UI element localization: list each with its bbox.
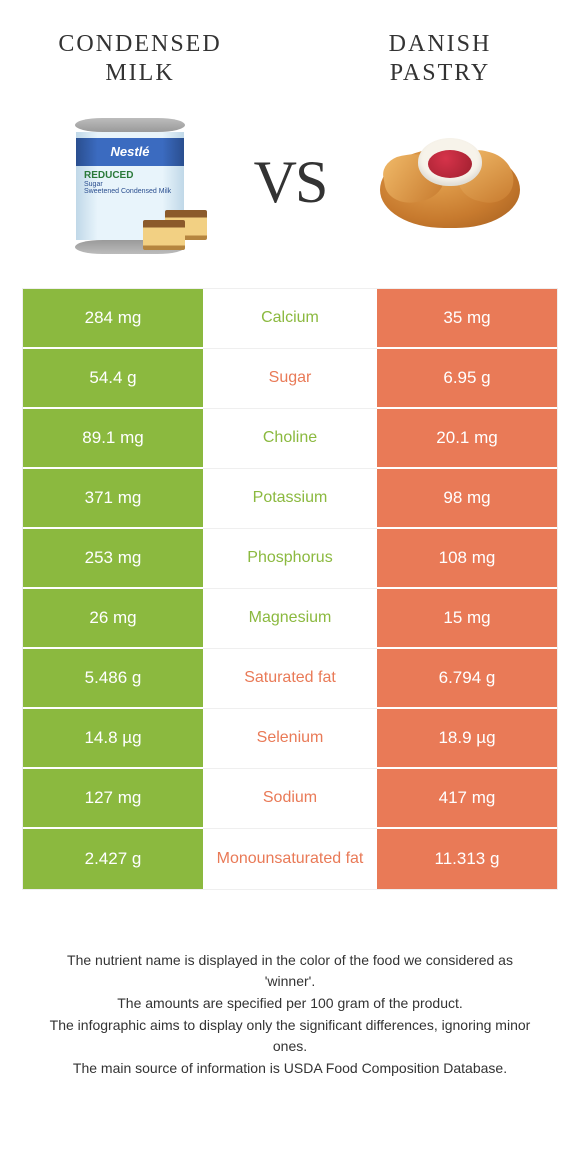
left-value: 26 mg	[23, 589, 203, 649]
table-row: 371 mgPotassium98 mg	[23, 469, 557, 529]
left-value: 127 mg	[23, 769, 203, 829]
table-row: 2.427 gMonounsaturated fat11.313 g	[23, 829, 557, 889]
left-value: 284 mg	[23, 289, 203, 349]
left-food-title: CONDENSED MILK	[40, 30, 240, 88]
left-value: 253 mg	[23, 529, 203, 589]
nutrient-name: Sugar	[203, 349, 377, 409]
nutrient-name: Phosphorus	[203, 529, 377, 589]
nutrient-name: Selenium	[203, 709, 377, 769]
left-value: 54.4 g	[23, 349, 203, 409]
can-brand: Nestlé	[76, 138, 184, 166]
table-row: 5.486 gSaturated fat6.794 g	[23, 649, 557, 709]
right-value: 15 mg	[377, 589, 557, 649]
left-value: 371 mg	[23, 469, 203, 529]
right-value: 11.313 g	[377, 829, 557, 889]
nutrient-name: Choline	[203, 409, 377, 469]
nutrient-name: Potassium	[203, 469, 377, 529]
footer-line: The infographic aims to display only the…	[40, 1015, 540, 1058]
table-row: 54.4 gSugar6.95 g	[23, 349, 557, 409]
images-row: Nestlé REDUCED Sugar Sweetened Condensed…	[20, 88, 560, 288]
vs-label: VS	[254, 148, 327, 217]
right-value: 6.95 g	[377, 349, 557, 409]
table-row: 284 mgCalcium35 mg	[23, 289, 557, 349]
right-value: 35 mg	[377, 289, 557, 349]
footer-line: The main source of information is USDA F…	[40, 1058, 540, 1080]
nutrient-name: Magnesium	[203, 589, 377, 649]
header-row: CONDENSED MILK DANISH PASTRY	[20, 30, 560, 88]
footer-notes: The nutrient name is displayed in the co…	[20, 950, 560, 1080]
left-value: 2.427 g	[23, 829, 203, 889]
right-value: 6.794 g	[377, 649, 557, 709]
right-food-title: DANISH PASTRY	[340, 30, 540, 88]
footer-line: The amounts are specified per 100 gram o…	[40, 993, 540, 1015]
table-row: 253 mgPhosphorus108 mg	[23, 529, 557, 589]
left-value: 14.8 µg	[23, 709, 203, 769]
nutrient-name: Saturated fat	[203, 649, 377, 709]
table-row: 89.1 mgCholine20.1 mg	[23, 409, 557, 469]
left-value: 5.486 g	[23, 649, 203, 709]
right-value: 20.1 mg	[377, 409, 557, 469]
condensed-milk-image: Nestlé REDUCED Sugar Sweetened Condensed…	[40, 103, 220, 263]
nutrient-name: Monounsaturated fat	[203, 829, 377, 889]
table-row: 127 mgSodium417 mg	[23, 769, 557, 829]
right-value: 98 mg	[377, 469, 557, 529]
table-row: 26 mgMagnesium15 mg	[23, 589, 557, 649]
footer-line: The nutrient name is displayed in the co…	[40, 950, 540, 993]
left-value: 89.1 mg	[23, 409, 203, 469]
right-value: 108 mg	[377, 529, 557, 589]
nutrient-name: Calcium	[203, 289, 377, 349]
right-value: 417 mg	[377, 769, 557, 829]
infographic: CONDENSED MILK DANISH PASTRY Nestlé REDU…	[0, 0, 580, 1100]
right-value: 18.9 µg	[377, 709, 557, 769]
table-row: 14.8 µgSelenium18.9 µg	[23, 709, 557, 769]
comparison-table: 284 mgCalcium35 mg54.4 gSugar6.95 g89.1 …	[22, 288, 558, 890]
nutrient-name: Sodium	[203, 769, 377, 829]
danish-pastry-image	[360, 103, 540, 263]
